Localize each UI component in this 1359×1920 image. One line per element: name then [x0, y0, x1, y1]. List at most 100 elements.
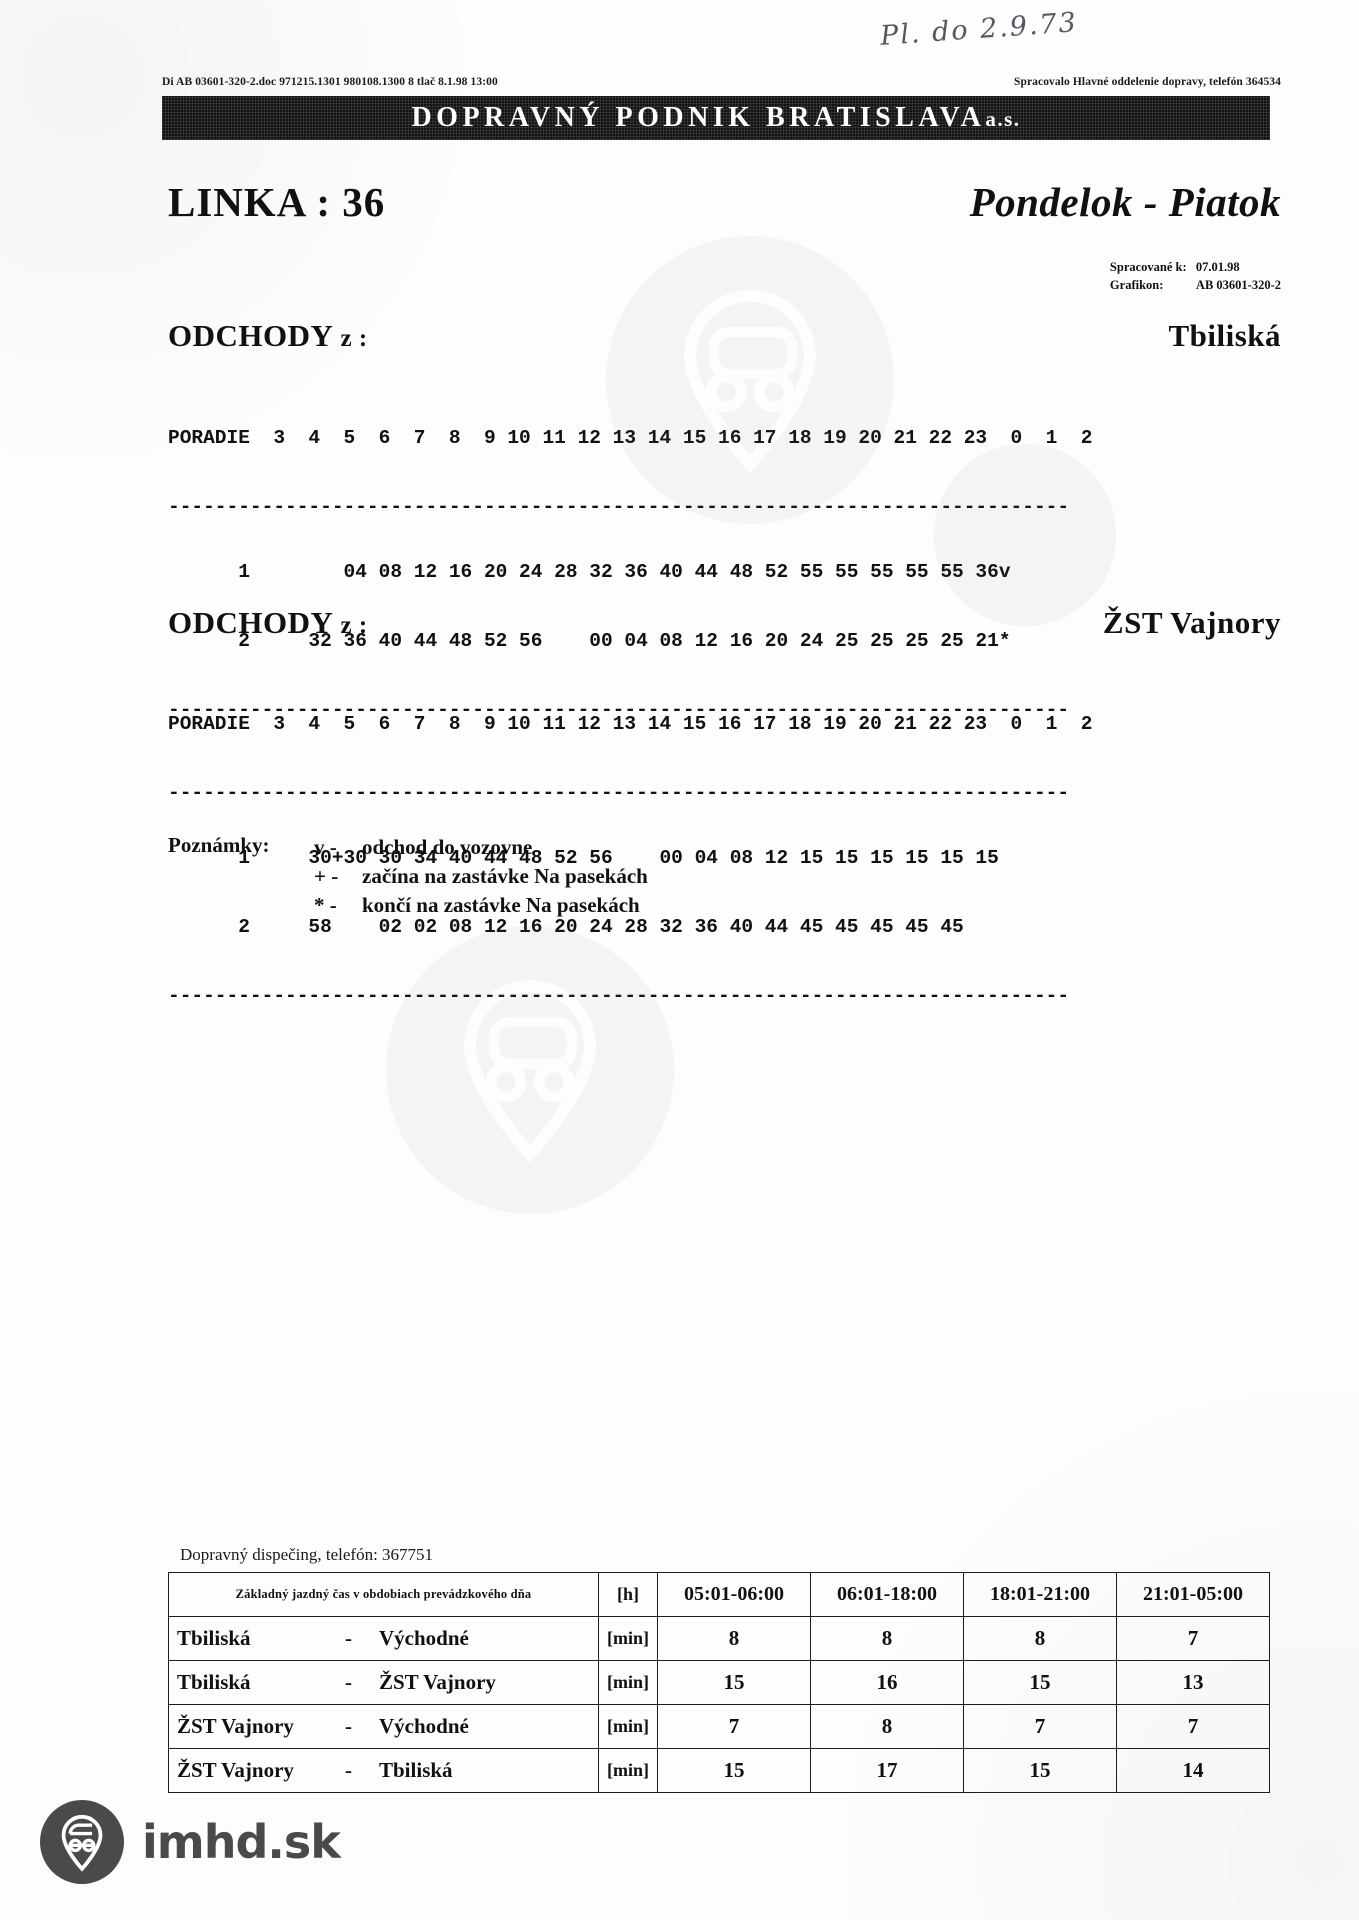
route-cell: Tbiliská - Východné — [168, 1616, 599, 1661]
value-cell: 15 — [657, 1660, 811, 1705]
route-dash: - — [345, 1758, 352, 1782]
bus-pin-icon — [41, 1801, 123, 1883]
grid2-header-line: PORADIE 3 4 5 6 7 8 9 10 11 12 13 14 15 … — [168, 713, 1093, 735]
section1-lead-small: z : — [340, 325, 368, 352]
unit-cell: [min] — [598, 1704, 658, 1749]
meta-right-department: Spracovalo Hlavné oddelenie dopravy, tel… — [1013, 76, 1281, 88]
section2-lead-small: z : — [340, 612, 368, 639]
section-heading-tbiliska: ODCHODY z : Tbiliská — [168, 318, 1281, 354]
table-row: Tbiliská - Východné [min] 8 8 8 7 — [168, 1616, 1270, 1661]
company-banner-text: DOPRAVNÝ PODNIK BRATISLAVAa.s. — [411, 102, 1020, 134]
line-and-days-row: LINKA : 36 Pondelok - Piatok — [168, 178, 1281, 226]
table-row: Tbiliská - ŽST Vajnory [min] 15 16 15 13 — [168, 1660, 1270, 1705]
value-cell: 14 — [1116, 1748, 1270, 1793]
route-dash: - — [345, 1626, 352, 1650]
note-item: v - odchod do vozovne — [314, 833, 648, 862]
grid1-row-2: 2 32 36 40 44 48 52 56 00 04 08 12 16 20… — [168, 630, 1011, 652]
value-cell: 8 — [810, 1616, 964, 1661]
route-cell: ŽST Vajnory - Východné — [168, 1704, 599, 1749]
route-from: ŽST Vajnory — [177, 1714, 294, 1738]
route-from: ŽST Vajnory — [177, 1758, 294, 1782]
route-cell: ŽST Vajnory - Tbiliská — [168, 1748, 599, 1793]
notes-title: Poznámky: — [168, 833, 270, 857]
graphicon-row: Grafikon: AB 03601-320-2 — [1110, 276, 1281, 294]
value-cell: 16 — [810, 1660, 964, 1705]
line-number: LINKA : 36 — [168, 179, 386, 225]
document-meta-row: Di AB 03601-320-2.doc 971215.1301 980108… — [162, 76, 1281, 88]
meta-left-filename: Di AB 03601-320-2.doc 971215.1301 980108… — [162, 76, 498, 88]
grid2-rule-bottom: ----------------------------------------… — [168, 987, 1070, 1007]
processed-info-block: Spracované k: 07.01.98 Grafikon: AB 03601-… — [1110, 258, 1281, 294]
value-cell: 17 — [810, 1748, 964, 1793]
unit-cell: [min] — [598, 1616, 658, 1661]
route-cell: Tbiliská - ŽST Vajnory — [168, 1660, 599, 1705]
route-dash: - — [345, 1714, 352, 1738]
th-period-3: 18:01-21:00 — [963, 1572, 1117, 1617]
grid1-rule-bottom: ----------------------------------------… — [168, 701, 1070, 721]
section1-lead-main: ODCHODY — [168, 318, 333, 353]
th-period-2: 06:01-18:00 — [810, 1572, 964, 1617]
imhd-logo[interactable]: imhd.sk — [40, 1800, 341, 1884]
note-text: odchod do vozovne — [362, 835, 533, 859]
note-text: začína na zastávke Na pasekách — [362, 864, 648, 888]
departures-grid-zst-vajnory: PORADIE 3 4 5 6 7 8 9 10 11 12 13 14 15 … — [168, 676, 1092, 1052]
grid2-row-2: 2 58 02 02 08 12 16 20 24 28 32 36 40 44… — [168, 916, 964, 938]
route-from: Tbiliská — [177, 1626, 251, 1650]
note-symbol: + - — [314, 864, 339, 888]
note-symbol: * - — [314, 893, 337, 917]
table-row: ŽST Vajnory - Tbiliská [min] 15 17 15 14 — [168, 1748, 1270, 1793]
unit-cell: [min] — [598, 1748, 658, 1793]
value-cell: 8 — [963, 1616, 1117, 1661]
value-cell: 8 — [657, 1616, 811, 1661]
dispatcher-phone-line: Dopravný dispečing, telefón: 367751 — [180, 1545, 434, 1564]
route-to: Tbiliská — [379, 1758, 453, 1782]
value-cell: 7 — [963, 1704, 1117, 1749]
company-banner: DOPRAVNÝ PODNIK BRATISLAVAa.s. — [162, 96, 1270, 140]
departures-grid-tbiliska: PORADIE 3 4 5 6 7 8 9 10 11 12 13 14 15 … — [168, 390, 1092, 766]
th-period-1: 05:01-06:00 — [657, 1572, 811, 1617]
route-to: Východné — [379, 1626, 469, 1650]
value-cell: 15 — [657, 1748, 811, 1793]
note-item: + - začína na zastávke Na pasekách — [314, 862, 648, 891]
note-symbol: v - — [314, 835, 337, 859]
graphicon-label: Grafikon: — [1109, 278, 1164, 293]
value-cell: 15 — [963, 1660, 1117, 1705]
value-cell: 15 — [963, 1748, 1117, 1793]
processed-label: Spracované k: — [1109, 260, 1187, 274]
route-dash: - — [345, 1670, 352, 1694]
table-row: ŽST Vajnory - Východné [min] 7 8 7 7 — [168, 1704, 1270, 1749]
grid2-rule-top: ----------------------------------------… — [168, 784, 1070, 804]
company-name: DOPRAVNÝ PODNIK BRATISLAVA — [411, 102, 986, 133]
section1-stop-name: Tbiliská — [1168, 318, 1281, 353]
notes-list: v - odchod do vozovne + - začína na zast… — [314, 833, 648, 920]
grid1-header-line: PORADIE 3 4 5 6 7 8 9 10 11 12 13 14 15 … — [168, 427, 1093, 449]
value-cell: 7 — [1116, 1704, 1270, 1749]
route-to: Východné — [379, 1714, 469, 1738]
imhd-wordmark: imhd.sk — [142, 1815, 341, 1869]
handwritten-annotation: Pl. do 2.9.73 — [879, 7, 1079, 52]
unit-cell: [min] — [598, 1660, 658, 1705]
processed-date-row: Spracované k: 07.01.98 — [1110, 258, 1281, 276]
route-from: Tbiliská — [177, 1670, 251, 1694]
section-heading-zst-vajnory: ODCHODY z : ŽST Vajnory — [168, 605, 1281, 641]
imhd-pin-icon — [40, 1800, 124, 1884]
notes-block: Poznámky: v - odchod do vozovne + - začí… — [168, 833, 648, 920]
note-item: * - končí na zastávke Na pasekách — [314, 891, 648, 920]
th-description: Základný jazdný čas v obdobiach prevádzk… — [168, 1572, 599, 1617]
grid1-row-1: 1 04 08 12 16 20 24 28 32 36 40 44 48 52… — [168, 561, 1011, 583]
value-cell: 7 — [1116, 1616, 1270, 1661]
section2-lead-main: ODCHODY — [168, 605, 333, 640]
section2-lead: ODCHODY z : — [168, 605, 368, 641]
value-cell: 13 — [1116, 1660, 1270, 1705]
section1-lead: ODCHODY z : — [168, 318, 368, 354]
note-text: končí na zastávke Na pasekách — [362, 893, 640, 917]
grid1-rule-top: ----------------------------------------… — [168, 498, 1070, 518]
th-period-4: 21:01-05:00 — [1116, 1572, 1270, 1617]
travel-time-table: Základný jazdný čas v obdobiach prevádzk… — [168, 1572, 1270, 1793]
value-cell: 7 — [657, 1704, 811, 1749]
th-unit: [h] — [598, 1572, 658, 1617]
value-cell: 8 — [810, 1704, 964, 1749]
section2-stop-name: ŽST Vajnory — [1102, 605, 1281, 640]
table-header-row: Základný jazdný čas v obdobiach prevádzk… — [168, 1572, 1270, 1617]
